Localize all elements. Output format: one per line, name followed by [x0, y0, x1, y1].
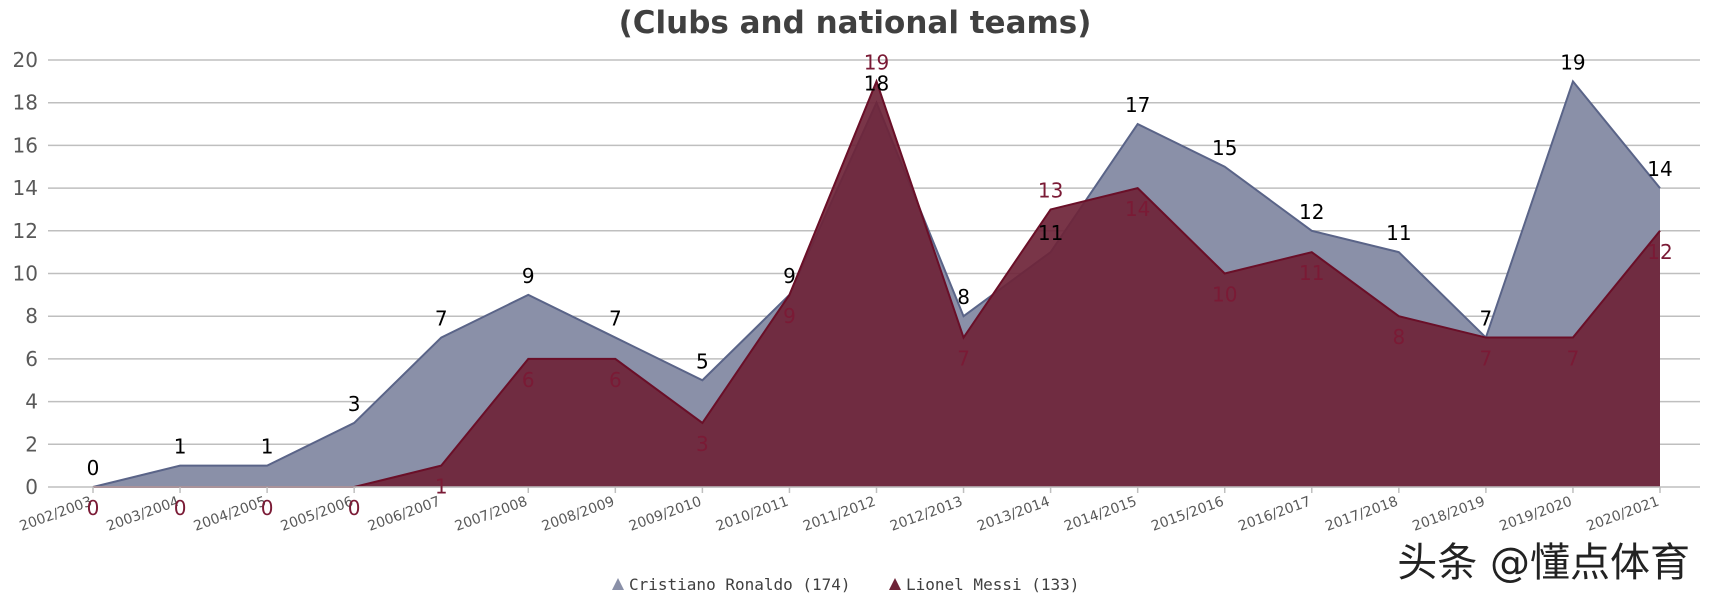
data-label-messi: 1: [435, 475, 448, 499]
x-tick-label: 2006/2007: [366, 494, 443, 535]
legend: Cristiano Ronaldo (174) Lionel Messi (133…: [612, 575, 1079, 594]
y-tick-label: 2: [25, 432, 38, 456]
data-label-messi: 0: [348, 496, 361, 520]
y-tick-label: 0: [25, 475, 38, 499]
data-label-messi: 12: [1647, 240, 1672, 264]
legend-label-ronaldo: Cristiano Ronaldo (174): [629, 575, 851, 594]
data-label-messi: 0: [87, 496, 100, 520]
data-label-messi: 11: [1299, 261, 1324, 285]
data-label-messi: 0: [174, 496, 187, 520]
x-tick-label: 2005/2006: [279, 494, 356, 535]
y-tick-label: 8: [25, 304, 38, 328]
data-label-messi: 13: [1038, 178, 1063, 202]
x-tick-label: 2010/2011: [714, 494, 791, 535]
data-label-ronaldo: 1: [174, 435, 187, 459]
y-tick-label: 12: [13, 219, 38, 243]
x-tick-label: 2015/2016: [1149, 494, 1226, 535]
data-label-ronaldo: 9: [522, 264, 535, 288]
y-tick-label: 10: [13, 262, 38, 286]
watermark: 头条 @懂点体育: [1397, 540, 1690, 586]
data-label-ronaldo: 7: [1480, 307, 1493, 331]
data-label-ronaldo: 1: [261, 435, 274, 459]
data-label-messi: 7: [957, 347, 970, 371]
x-tick-label: 2009/2010: [627, 494, 704, 535]
y-tick-label: 14: [13, 176, 38, 200]
x-tick-label: 2014/2015: [1062, 494, 1139, 535]
data-label-messi: 9: [783, 304, 796, 328]
x-tick-label: 2007/2008: [453, 494, 530, 535]
data-label-messi: 7: [1567, 347, 1580, 371]
data-label-ronaldo: 5: [696, 349, 709, 373]
x-tick-label: 2002/2003: [17, 494, 94, 535]
data-label-ronaldo: 12: [1299, 200, 1324, 224]
y-tick-label: 16: [13, 133, 38, 157]
legend-label-messi: Lionel Messi (133): [906, 575, 1079, 594]
legend-marker-messi: [889, 578, 901, 590]
data-label-ronaldo: 19: [1560, 50, 1585, 74]
data-label-ronaldo: 15: [1212, 136, 1237, 160]
area-messi: [93, 81, 1660, 487]
data-label-ronaldo: 7: [435, 307, 448, 331]
data-label-messi: 3: [696, 432, 709, 456]
x-tick-label: 2018/2019: [1410, 494, 1487, 535]
data-label-ronaldo: 7: [609, 307, 622, 331]
data-label-ronaldo: 0: [87, 456, 100, 480]
data-label-ronaldo: 18: [864, 72, 889, 96]
data-label-messi: 19: [864, 50, 889, 74]
x-tick-label: 2008/2009: [540, 494, 617, 535]
data-label-messi: 0: [261, 496, 274, 520]
data-label-messi: 6: [609, 368, 622, 392]
data-label-ronaldo: 11: [1386, 221, 1411, 245]
data-label-messi: 10: [1212, 283, 1237, 307]
y-tick-label: 20: [13, 48, 38, 72]
x-tick-label: 2012/2013: [888, 494, 965, 535]
area-series: [92, 78, 1661, 488]
data-label-messi: 14: [1125, 197, 1150, 221]
x-tick-label: 2020/2021: [1584, 494, 1661, 535]
data-label-ronaldo: 11: [1038, 221, 1063, 245]
x-tick-label: 2017/2018: [1323, 494, 1400, 535]
legend-marker-ronaldo: [612, 578, 624, 590]
data-label-ronaldo: 17: [1125, 93, 1150, 117]
y-tick-label: 4: [25, 390, 38, 414]
x-tick-label: 2011/2012: [801, 494, 878, 535]
y-tick-label: 18: [13, 91, 38, 115]
chart-title: (Clubs and national teams): [619, 5, 1092, 41]
data-label-messi: 7: [1480, 347, 1493, 371]
x-tick-label: 2019/2020: [1497, 494, 1574, 535]
x-tick-label: 2004/2005: [192, 494, 269, 535]
data-label-messi: 8: [1392, 325, 1405, 349]
data-label-ronaldo: 14: [1647, 157, 1672, 181]
data-label-messi: 6: [522, 368, 535, 392]
y-tick-label: 6: [25, 347, 38, 371]
data-label-ronaldo: 9: [783, 264, 796, 288]
x-tick-label: 2016/2017: [1236, 494, 1313, 535]
data-label-ronaldo: 3: [348, 392, 361, 416]
x-tick-label: 2013/2014: [975, 494, 1052, 535]
x-tick-label: 2003/2004: [105, 494, 182, 535]
data-label-ronaldo: 8: [957, 285, 970, 309]
